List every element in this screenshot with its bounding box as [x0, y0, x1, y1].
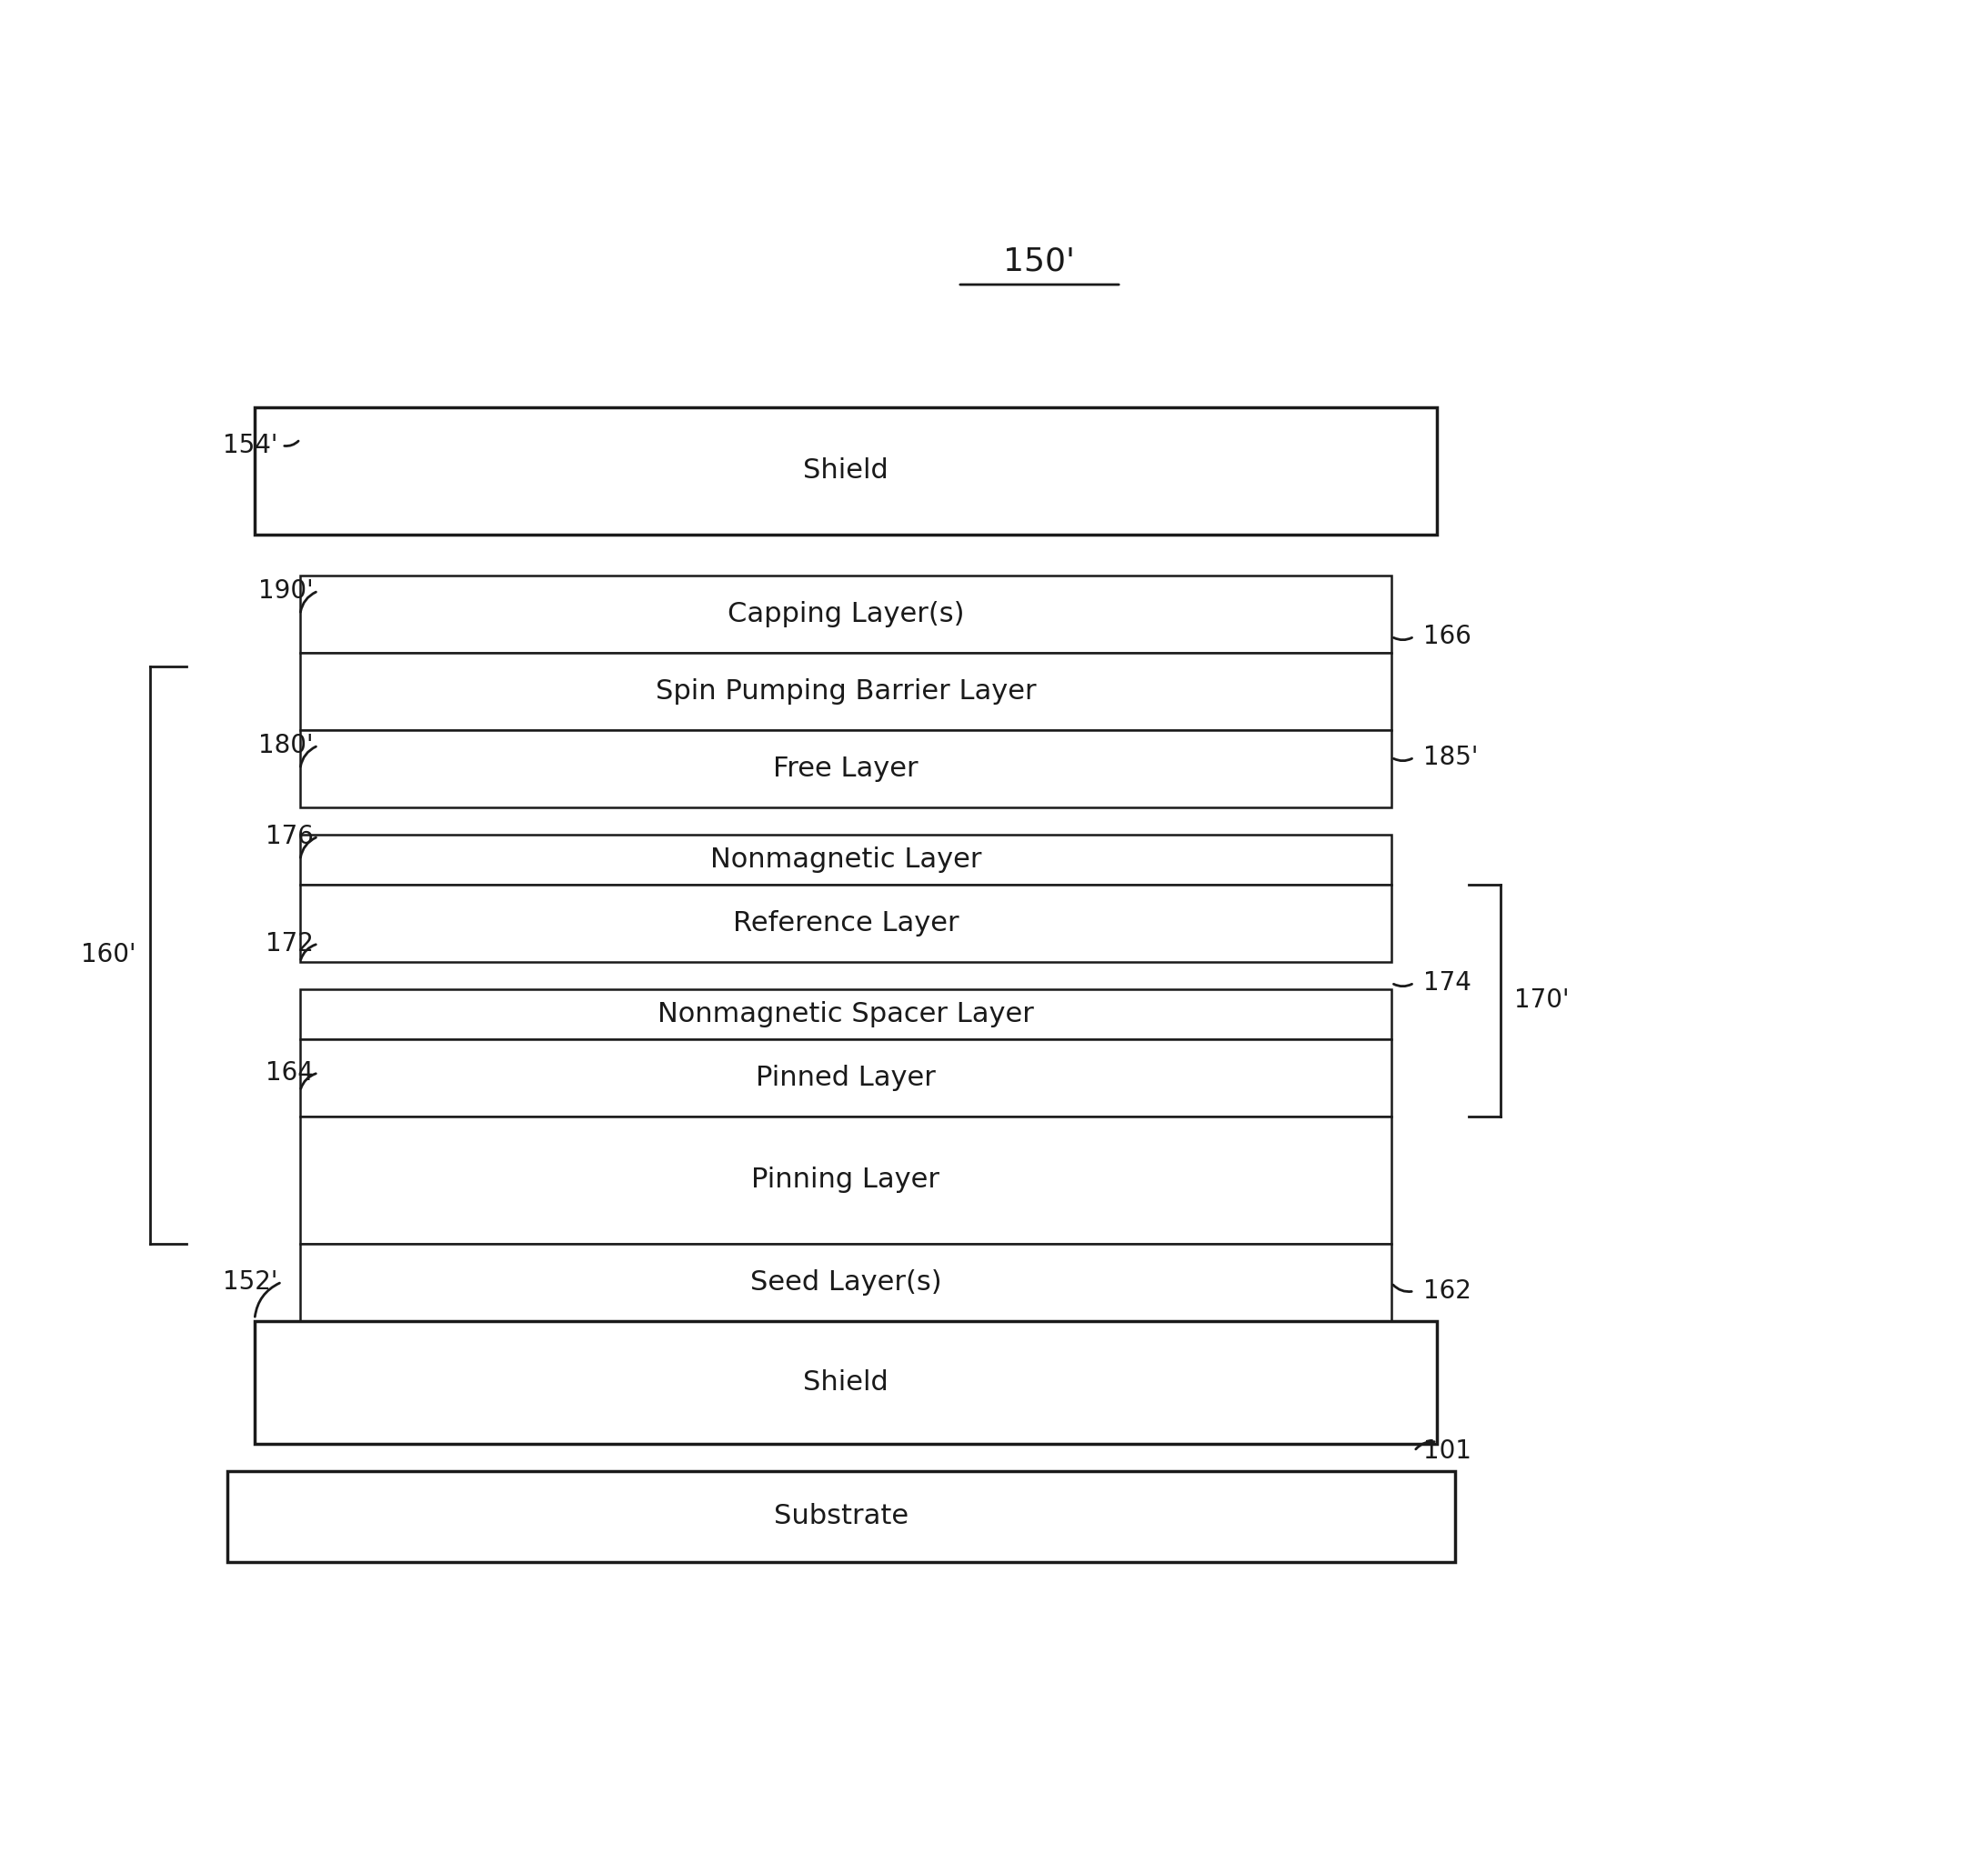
Text: 162: 162: [1423, 1279, 1471, 1305]
Text: Seed Layer(s): Seed Layer(s): [749, 1269, 942, 1295]
Text: 154': 154': [223, 434, 278, 458]
Text: Reference Layer: Reference Layer: [734, 910, 958, 936]
Text: 170': 170': [1515, 988, 1569, 1014]
FancyBboxPatch shape: [300, 1117, 1392, 1243]
Text: Nonmagnetic Spacer Layer: Nonmagnetic Spacer Layer: [658, 1001, 1034, 1027]
Text: 166: 166: [1423, 624, 1471, 649]
Text: Pinned Layer: Pinned Layer: [755, 1065, 936, 1091]
Text: Nonmagnetic Layer: Nonmagnetic Layer: [710, 847, 982, 873]
FancyBboxPatch shape: [300, 884, 1392, 962]
Text: 164: 164: [266, 1060, 314, 1086]
Text: Free Layer: Free Layer: [773, 756, 918, 782]
Text: 180': 180': [258, 732, 314, 758]
FancyBboxPatch shape: [300, 990, 1392, 1040]
FancyBboxPatch shape: [227, 1471, 1455, 1562]
FancyBboxPatch shape: [254, 1321, 1437, 1443]
Text: 160': 160': [82, 943, 137, 967]
FancyBboxPatch shape: [300, 834, 1392, 884]
Text: 185': 185': [1423, 745, 1479, 771]
Text: 174: 174: [1423, 971, 1471, 995]
Text: 150': 150': [1004, 246, 1076, 278]
Text: Shield: Shield: [803, 458, 889, 484]
Text: Shield: Shield: [803, 1369, 889, 1395]
FancyBboxPatch shape: [300, 576, 1392, 652]
Text: 152': 152': [223, 1269, 278, 1295]
Text: Pinning Layer: Pinning Layer: [751, 1167, 940, 1193]
Text: Substrate: Substrate: [773, 1503, 909, 1531]
Text: 101: 101: [1423, 1438, 1471, 1464]
FancyBboxPatch shape: [300, 652, 1392, 730]
Text: 176: 176: [266, 825, 314, 849]
FancyBboxPatch shape: [300, 1040, 1392, 1117]
Text: 190': 190': [258, 578, 314, 604]
Text: Capping Layer(s): Capping Layer(s): [728, 600, 964, 628]
FancyBboxPatch shape: [254, 408, 1437, 536]
Text: 172: 172: [266, 930, 314, 956]
FancyBboxPatch shape: [300, 730, 1392, 808]
FancyBboxPatch shape: [300, 1243, 1392, 1321]
Text: Spin Pumping Barrier Layer: Spin Pumping Barrier Layer: [656, 678, 1036, 704]
